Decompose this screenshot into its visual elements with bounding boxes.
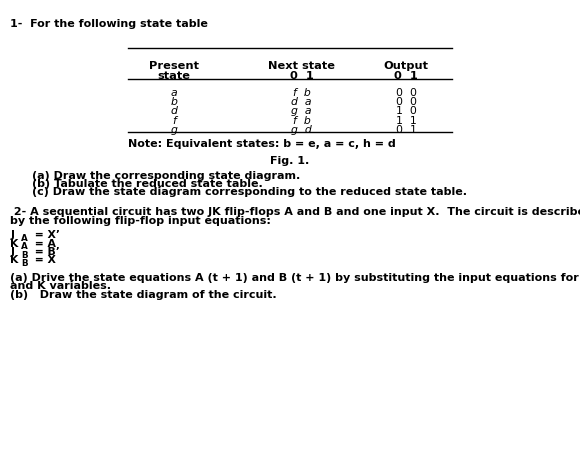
Text: (b) Tabulate the reduced state table.: (b) Tabulate the reduced state table. <box>32 179 263 189</box>
Text: K: K <box>10 239 19 249</box>
Text: d: d <box>171 106 177 117</box>
Text: 0  1: 0 1 <box>396 125 416 135</box>
Text: 0  0: 0 0 <box>396 97 416 107</box>
Text: J: J <box>10 247 14 257</box>
Text: = X’: = X’ <box>31 230 60 241</box>
Text: Note: Equivalent states: b = e, a = c, h = d: Note: Equivalent states: b = e, a = c, h… <box>128 139 396 149</box>
Text: g  d: g d <box>291 125 312 135</box>
Text: A: A <box>21 242 28 252</box>
Text: (a) Drive the state equations A (t + 1) and B (t + 1) by substituting the input : (a) Drive the state equations A (t + 1) … <box>10 273 580 283</box>
Text: f: f <box>172 116 176 126</box>
Text: (b)   Draw the state diagram of the circuit.: (b) Draw the state diagram of the circui… <box>10 290 277 300</box>
Text: 1  1: 1 1 <box>396 116 416 126</box>
Text: 2- A sequential circuit has two JK flip-flops A and B and one input X.  The circ: 2- A sequential circuit has two JK flip-… <box>10 207 580 218</box>
Text: = X: = X <box>31 255 56 265</box>
Text: = B’: = B’ <box>31 247 60 257</box>
Text: Output: Output <box>383 61 429 71</box>
Text: (c) Draw the state diagram corresponding to the reduced state table.: (c) Draw the state diagram corresponding… <box>32 187 467 197</box>
Text: f  b: f b <box>293 116 310 126</box>
Text: Present: Present <box>149 61 199 71</box>
Text: state: state <box>158 71 190 81</box>
Text: 0  0: 0 0 <box>396 88 416 98</box>
Text: Next state: Next state <box>268 61 335 71</box>
Text: f  b: f b <box>293 88 310 98</box>
Text: and K variables.: and K variables. <box>10 281 111 291</box>
Text: d  a: d a <box>291 97 312 107</box>
Text: 1  0: 1 0 <box>396 106 416 117</box>
Text: B: B <box>21 259 27 268</box>
Text: g: g <box>171 125 177 135</box>
Text: a: a <box>171 88 177 98</box>
Text: b: b <box>171 97 177 107</box>
Text: K: K <box>10 255 19 265</box>
Text: by the following flip-flop input equations:: by the following flip-flop input equatio… <box>10 216 271 226</box>
Text: g  a: g a <box>291 106 312 117</box>
Text: B: B <box>21 251 27 260</box>
Text: J: J <box>10 230 14 241</box>
Text: = A: = A <box>31 239 56 249</box>
Text: A: A <box>21 234 28 243</box>
Text: 0  1: 0 1 <box>290 71 313 81</box>
Text: Fig. 1.: Fig. 1. <box>270 156 310 166</box>
Text: (a) Draw the corresponding state diagram.: (a) Draw the corresponding state diagram… <box>32 171 300 181</box>
Text: 0  1: 0 1 <box>394 71 418 81</box>
Text: 1-  For the following state table: 1- For the following state table <box>10 19 208 29</box>
